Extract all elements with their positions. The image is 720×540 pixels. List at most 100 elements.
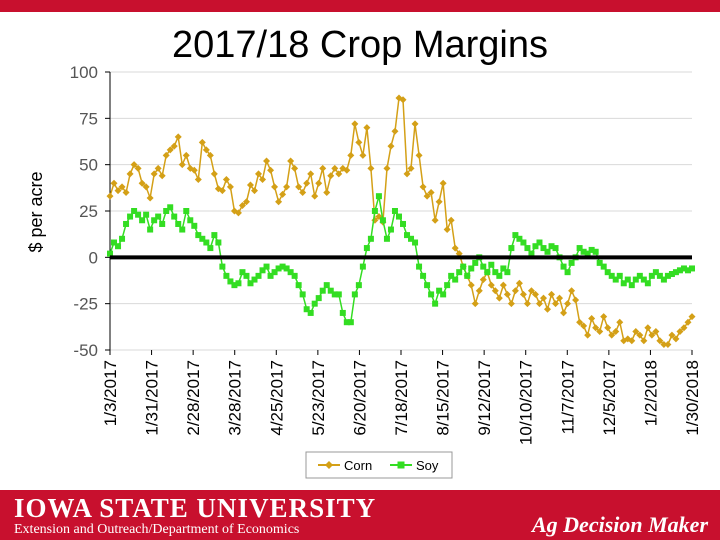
corn-point: [616, 318, 624, 326]
legend-soy-label: Soy: [416, 458, 439, 473]
corn-point: [303, 179, 311, 187]
corn-point: [162, 151, 170, 159]
soy-point: [580, 248, 587, 255]
x-tick-label: 1/3/2017: [101, 360, 120, 426]
corn-point: [471, 300, 479, 308]
soy-point: [632, 276, 639, 283]
soy-point: [472, 259, 479, 266]
soy-point: [231, 282, 238, 289]
corn-point: [439, 179, 447, 187]
soy-point: [187, 217, 194, 224]
y-axis-ticks: 100 75 50 25 0 -25 -50: [70, 63, 110, 360]
corn-point: [539, 294, 547, 302]
soy-point: [564, 269, 571, 276]
soy-point: [363, 245, 370, 252]
soy-point: [508, 245, 515, 252]
corn-point: [307, 170, 315, 178]
corn-point: [287, 157, 295, 165]
corn-point: [499, 281, 507, 289]
crop-margins-chart: 2017/18 Crop Margins $ per acre 100 75 50 2…: [26, 24, 702, 479]
corn-point: [174, 133, 182, 141]
corn-point: [628, 337, 636, 345]
soy-point: [500, 265, 507, 272]
corn-point: [576, 318, 584, 326]
x-tick-label: 2/28/2017: [184, 360, 203, 436]
soy-point: [299, 291, 306, 298]
corn-point: [130, 161, 138, 169]
soy-point: [664, 272, 671, 279]
corn-point: [271, 183, 279, 191]
corn-point: [596, 327, 604, 335]
corn-point: [158, 172, 166, 180]
legend-soy-marker: [397, 461, 405, 469]
corn-point: [122, 188, 130, 196]
x-tick-label: 1/31/2017: [143, 360, 162, 436]
soy-point: [379, 217, 386, 224]
corn-point: [588, 314, 596, 322]
corn-point: [283, 183, 291, 191]
soy-point: [287, 269, 294, 276]
corn-point: [568, 287, 576, 295]
soy-point: [263, 263, 270, 270]
corn-point: [367, 164, 375, 172]
corn-point: [182, 151, 190, 159]
soy-point: [604, 269, 611, 276]
soy-point: [203, 239, 210, 246]
soy-point: [492, 269, 499, 276]
corn-point: [660, 340, 668, 348]
corn-point: [291, 164, 299, 172]
corn-point: [242, 198, 250, 206]
corn-point: [479, 276, 487, 284]
soy-point: [488, 261, 495, 268]
corn-point: [447, 216, 455, 224]
series-layer: [106, 94, 696, 348]
soy-point: [528, 250, 535, 257]
corn-point: [688, 313, 696, 321]
soy-point: [680, 265, 687, 272]
corn-point: [443, 226, 451, 234]
corn-point: [527, 287, 535, 295]
corn-point: [455, 250, 463, 258]
brand-logo-text: Ag Decision Maker: [532, 512, 708, 537]
soy-point: [516, 235, 523, 242]
corn-point: [343, 166, 351, 174]
y-tick-label: 50: [79, 156, 98, 175]
corn-point: [403, 170, 411, 178]
corn-point: [198, 138, 206, 146]
x-tick-label: 3/28/2017: [226, 360, 245, 436]
corn-point: [146, 194, 154, 202]
soy-point: [147, 226, 154, 233]
soy-point: [211, 232, 218, 239]
soy-point: [255, 272, 262, 279]
soy-point: [689, 265, 695, 272]
corn-point: [114, 187, 122, 195]
corn-point: [664, 340, 672, 348]
y-tick-label: 100: [70, 63, 98, 82]
soy-point: [648, 272, 655, 279]
soy-point: [227, 278, 234, 285]
corn-point: [226, 183, 234, 191]
soy-point: [408, 235, 415, 242]
corn-point: [255, 170, 263, 178]
soy-point: [468, 265, 475, 272]
corn-point: [222, 175, 230, 183]
soy-point: [660, 276, 667, 283]
corn-point: [194, 175, 202, 183]
soy-point: [179, 226, 186, 233]
x-axis-ticks: 1/3/2017 1/31/2017 2/28/2017 3/28/2017 4/25/…: [101, 350, 702, 445]
corn-point: [327, 172, 335, 180]
soy-point: [319, 287, 326, 294]
soy-point: [404, 232, 411, 239]
corn-point: [411, 120, 419, 128]
x-tick-label: 1/30/2018: [683, 360, 702, 436]
x-tick-label: 10/10/2017: [517, 360, 536, 445]
x-tick-label: 1/2/2018: [641, 360, 660, 426]
corn-point: [548, 290, 556, 298]
x-tick-label: 5/23/2017: [309, 360, 328, 436]
soy-point: [656, 272, 663, 279]
corn-point: [503, 290, 511, 298]
soy-point: [395, 213, 402, 220]
corn-point: [311, 192, 319, 200]
corn-point: [535, 300, 543, 308]
corn-point: [435, 198, 443, 206]
